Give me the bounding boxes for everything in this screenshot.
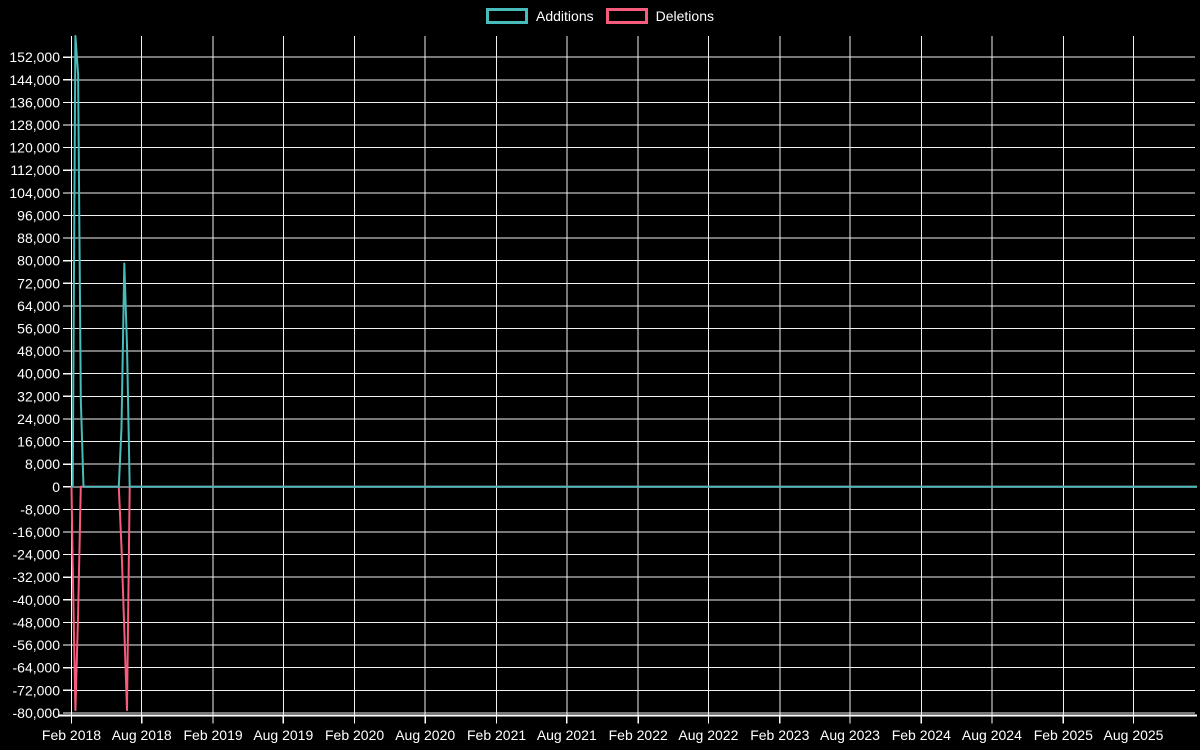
y-tick-label: 40,000 [17,366,60,382]
y-tick-label: 24,000 [17,411,60,427]
x-tick-label: Feb 2019 [184,727,243,743]
axes [58,36,1197,717]
y-tick-label: -72,000 [13,682,61,698]
x-tick-label: Aug 2020 [395,727,455,743]
y-tick-label: -48,000 [13,615,61,631]
y-ticks [63,56,72,714]
x-tick-label: Feb 2020 [325,727,384,743]
legend-label-deletions: Deletions [655,8,714,24]
x-tick-label: Aug 2018 [112,727,172,743]
legend-swatch-additions-icon [486,8,529,24]
chart-legend: Additions Deletions [0,8,1200,24]
y-tick-label: 16,000 [17,434,60,450]
y-tick-label: 112,000 [10,162,60,178]
y-tick-label: -32,000 [13,569,61,585]
x-tick-label: Aug 2024 [962,727,1022,743]
x-tick-label: Aug 2021 [537,727,597,743]
additions-line [70,35,1197,488]
y-tick-label: 120,000 [9,140,60,156]
x-tick-label: Aug 2022 [678,727,738,743]
y-tick-label: 128,000 [9,117,60,133]
x-tick-label: Aug 2023 [820,727,880,743]
y-tick-label: -80,000 [13,705,61,721]
legend-item-additions[interactable]: Additions [486,8,594,24]
y-tick-label: 96,000 [17,208,60,224]
x-tick-label: Aug 2025 [1104,727,1164,743]
y-tick-label: 32,000 [17,388,60,404]
y-tick-label: 48,000 [17,343,60,359]
y-tick-label: -8,000 [20,501,60,517]
y-tick-label: 72,000 [17,275,60,291]
x-tick-label: Feb 2024 [892,727,951,743]
x-tick-label: Feb 2022 [609,727,668,743]
x-tick-label: Feb 2025 [1034,727,1093,743]
x-grid [71,36,1134,716]
y-tick-label: 0 [52,479,60,495]
deletions-line [70,485,1197,712]
legend-label-additions: Additions [536,8,594,24]
y-grid [71,56,1195,714]
y-tick-label: -64,000 [13,660,61,676]
y-tick-label: -16,000 [13,524,61,540]
y-tick-label: 144,000 [9,72,60,88]
x-tick-label: Feb 2023 [750,727,809,743]
x-tick-label: Feb 2018 [42,727,101,743]
y-tick-labels: -80,000 -72,000 -64,000 -56,000 -48,000 -40,0… [9,49,60,721]
x-tick-label: Aug 2019 [253,727,313,743]
y-tick-label: 152,000 [9,49,60,65]
y-tick-label: -40,000 [13,592,61,608]
y-tick-label: -24,000 [13,547,61,563]
y-tick-label: 88,000 [17,230,60,246]
y-tick-label: 104,000 [9,185,60,201]
legend-swatch-deletions-icon [605,8,648,24]
x-tick-labels: Feb 2018 Aug 2018 Feb 2019 Aug 2019 Feb 2020… [42,727,1164,743]
x-ticks [70,716,1135,724]
y-tick-label: 80,000 [17,253,60,269]
y-tick-label: -56,000 [13,637,61,653]
y-tick-label: 8,000 [25,456,60,472]
y-tick-label: 64,000 [17,298,60,314]
x-tick-label: Feb 2021 [467,727,526,743]
legend-item-deletions[interactable]: Deletions [605,8,714,24]
y-tick-label: 56,000 [17,321,60,337]
y-tick-label: 136,000 [9,94,60,110]
